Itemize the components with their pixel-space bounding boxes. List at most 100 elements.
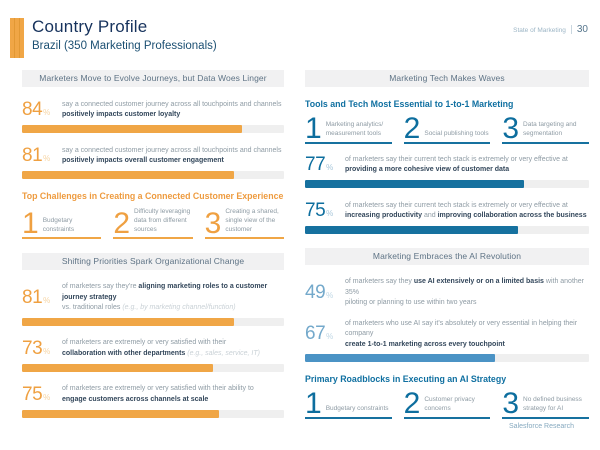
rank-number: 3: [502, 112, 520, 145]
stat-value-block: 81%: [22, 145, 62, 167]
rank-number: 1: [305, 112, 322, 145]
stat-value: 77: [305, 154, 326, 175]
stat-value: 67: [305, 323, 326, 345]
stat-value-block: 73%: [22, 338, 62, 360]
section-header-tech: Marketing Tech Makes Waves: [305, 70, 589, 87]
stat-value-block: 75%: [22, 384, 62, 406]
stat-collaboration: 73% of marketers are extremely or very s…: [22, 338, 284, 360]
stat-value-block: 77%: [305, 154, 345, 176]
tools-list: 1 Marketing analytics/ measurement tools…: [305, 112, 590, 145]
rank-number: 1: [22, 207, 39, 241]
stat-bar-track: [22, 409, 284, 418]
stat-value: 84: [22, 99, 43, 120]
page-number: 30: [576, 24, 588, 35]
rank-number: 2: [403, 387, 421, 420]
ranked-item-budget-ai: 1 Budgetary constraints: [305, 387, 392, 420]
stat-cohesive-view: 77% of marketers say their current tech …: [305, 154, 589, 176]
ranked-item-social: 2 Social publishing tools: [403, 112, 491, 145]
stat-bar-track: [22, 317, 284, 326]
stat-bar-fill: [305, 180, 524, 188]
section-header-journeys: Marketers Move to Evolve Journeys, but D…: [22, 70, 284, 87]
stat-customer-engagement: 81% say a connected customer journey acr…: [22, 145, 284, 167]
percent-sign: %: [326, 290, 334, 300]
roadblocks-heading: Primary Roadblocks in Executing an AI St…: [305, 374, 507, 384]
brand-stripe-mark: [10, 18, 24, 58]
stat-value-block: 81%: [22, 287, 62, 309]
rank-number: 3: [204, 207, 222, 241]
stat-bar-fill: [22, 171, 235, 179]
rank-label: Creating a shared, single view of the cu…: [225, 208, 279, 233]
stat-description: of marketers who use AI say it's absolut…: [345, 319, 578, 348]
rank-label: Budgetary constraints: [42, 216, 75, 233]
stat-bar-fill: [305, 226, 518, 234]
stat-description: say a connected customer journey across …: [62, 146, 282, 165]
stat-engage-at-scale: 75% of marketers are extremely or very s…: [22, 384, 284, 406]
percent-sign: %: [43, 346, 51, 356]
stat-description: of marketers say their current tech stac…: [345, 155, 568, 174]
rank-label: Budgetary constraints: [325, 405, 389, 413]
ranked-item-data-sources: 2 Difficulty leveraging data from differ…: [113, 208, 193, 240]
page-title: Country Profile: [32, 17, 148, 36]
rank-label: Social publishing tools: [424, 130, 489, 138]
report-name: State of Marketing: [513, 27, 566, 34]
rank-label: No defined business strategy for AI: [523, 396, 582, 413]
report-reference: State of Marketing 30: [513, 24, 588, 35]
stat-bar-fill: [305, 354, 496, 362]
page-subtitle: Brazil (350 Marketing Professionals): [32, 40, 217, 52]
stat-bar-fill: [22, 363, 214, 372]
roadblocks-list: 1 Budgetary constraints 2 Customer priva…: [305, 387, 590, 420]
stat-bar-fill: [22, 125, 243, 133]
stat-bar-track: [305, 226, 589, 234]
rank-number: 3: [502, 387, 520, 420]
ranked-item-no-strategy: 3 No defined business strategy for AI: [502, 387, 590, 420]
stat-bar-fill: [22, 409, 219, 418]
content-columns: Marketers Move to Evolve Journeys, but D…: [22, 70, 590, 430]
stat-description: of marketers say they're aligning market…: [62, 283, 268, 312]
ranked-item-privacy: 2 Customer privacy concerns: [403, 387, 491, 420]
stat-value-block: 75%: [305, 200, 345, 222]
section-header-ai: Marketing Embraces the AI Revolution: [305, 248, 589, 265]
stat-ai-essential: 67% of marketers who use AI say it's abs…: [305, 319, 589, 351]
stat-value: 81: [22, 145, 43, 166]
rank-number: 1: [305, 387, 322, 420]
stat-value-block: 84%: [22, 99, 62, 121]
stat-description: of marketers are extremely or very satis…: [62, 339, 260, 357]
ranked-item-targeting: 3 Data targeting and segmentation: [502, 112, 590, 145]
stat-description: of marketers say they use AI extensively…: [345, 278, 585, 306]
stat-bar-track: [22, 363, 284, 372]
rank-number: 2: [403, 112, 421, 145]
percent-sign: %: [43, 108, 51, 117]
challenges-list: 1 Budgetary constraints 2 Difficulty lev…: [22, 207, 284, 241]
percent-sign: %: [326, 163, 334, 172]
title-block: Country Profile Brazil (350 Marketing Pr…: [32, 17, 217, 52]
tools-heading: Tools and Tech Most Essential to 1-to-1 …: [305, 99, 514, 109]
footer-credit: Salesforce Research: [509, 423, 574, 430]
section-header-priorities: Shifting Priorities Spark Organizational…: [22, 253, 284, 271]
stat-value-block: 67%: [305, 323, 345, 345]
percent-sign: %: [43, 154, 51, 163]
challenges-heading: Top Challenges in Creating a Connected C…: [22, 191, 284, 201]
stat-value: 49: [305, 281, 326, 303]
ranked-item-single-view: 3 Creating a shared, single view of the …: [204, 207, 284, 241]
stat-value-block: 49%: [305, 282, 345, 304]
percent-sign: %: [43, 296, 51, 306]
ranked-item-budget: 1 Budgetary constraints: [22, 207, 102, 241]
percent-sign: %: [43, 392, 51, 402]
rank-label: Data targeting and segmentation: [523, 121, 577, 138]
stat-aligning-roles: 81% of marketers say they're aligning ma…: [22, 282, 284, 314]
stat-bar-fill: [22, 317, 235, 326]
rank-label: Marketing analytics/ measurement tools: [325, 121, 384, 138]
stat-customer-loyalty: 84% say a connected customer journey acr…: [22, 99, 284, 121]
stat-description: say a connected customer journey across …: [62, 100, 282, 119]
ranked-item-analytics: 1 Marketing analytics/ measurement tools: [305, 112, 392, 145]
stat-productivity: 75% of marketers say their current tech …: [305, 200, 589, 222]
reference-divider: [570, 25, 572, 34]
left-column: Marketers Move to Evolve Journeys, but D…: [22, 70, 284, 430]
stat-bar-track: [22, 171, 284, 179]
stat-value: 81: [22, 287, 43, 309]
stat-bar-track: [305, 354, 589, 362]
stat-description: of marketers are extremely or very satis…: [62, 385, 254, 403]
right-column: Marketing Tech Makes Waves Tools and Tec…: [305, 70, 590, 430]
percent-sign: %: [326, 209, 334, 218]
rank-label: Difficulty leveraging data from differen…: [134, 208, 191, 233]
